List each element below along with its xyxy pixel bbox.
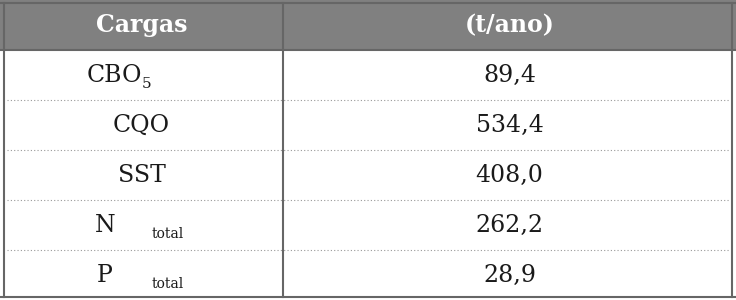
- Text: 262,2: 262,2: [475, 214, 544, 236]
- Text: 408,0: 408,0: [475, 164, 544, 187]
- Text: 5: 5: [141, 77, 152, 91]
- Text: Cargas: Cargas: [96, 13, 188, 37]
- Text: SST: SST: [118, 164, 166, 187]
- Text: 28,9: 28,9: [483, 263, 537, 286]
- Bar: [0, 0, 283, 50]
- Text: 534,4: 534,4: [475, 113, 544, 136]
- Text: CBO: CBO: [86, 64, 141, 86]
- Text: (t/ano): (t/ano): [464, 13, 555, 37]
- Bar: [283, 0, 736, 50]
- Text: total: total: [152, 227, 183, 241]
- Text: CQO: CQO: [113, 113, 170, 136]
- Text: 89,4: 89,4: [483, 64, 537, 86]
- Bar: [0, 50, 736, 300]
- Text: P: P: [97, 263, 113, 286]
- Text: total: total: [152, 277, 183, 291]
- Text: N: N: [94, 214, 116, 236]
